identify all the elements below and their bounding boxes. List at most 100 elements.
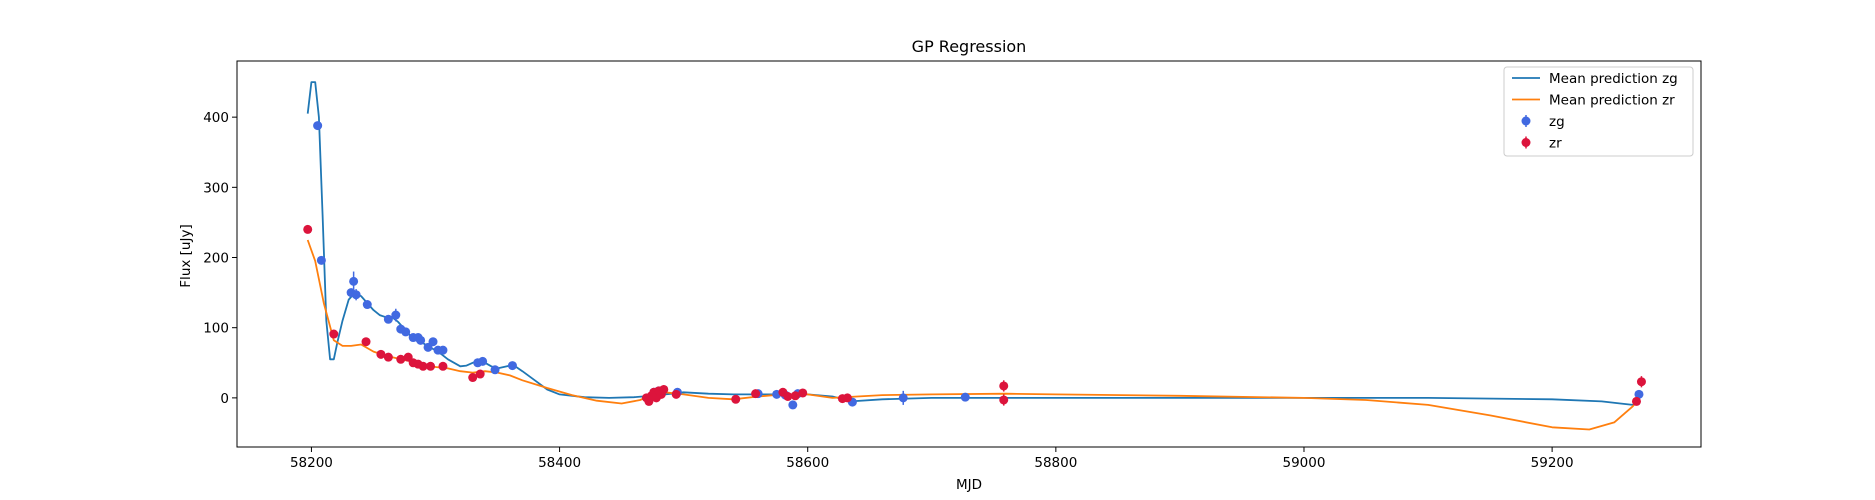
data-point-zg-19 [490,365,500,375]
data-point-zr-30 [842,393,852,403]
legend-label-0: Mean prediction zg [1549,71,1678,87]
marker [999,381,1009,391]
data-point-zg-1 [316,255,326,265]
data-point-zr-2 [361,337,371,347]
marker [468,373,478,383]
marker [416,335,426,345]
data-point-zg-9 [401,327,411,337]
marker [731,394,741,404]
marker [783,391,793,401]
marker [999,395,1009,405]
marker [362,300,372,310]
data-point-zr-0 [303,224,313,234]
legend-box [1503,66,1694,157]
y-tick-label: 0 [220,391,229,407]
marker [391,310,401,320]
plot-frame [236,60,1702,448]
data-point-zr-13 [475,369,485,379]
axes: 58200 58400 58600 58800 59000 59200 0 100 200 300… [203,60,1702,471]
y-tick-label: 400 [203,110,229,126]
marker [376,349,386,359]
marker [438,345,448,355]
marker [428,337,438,347]
data-point-zr-4 [383,352,393,362]
marker [303,224,313,234]
data-point-zg-31 [960,392,970,402]
data-point-zr-3 [376,349,386,359]
marker [751,389,761,399]
x-tick-label: 59200 [1531,455,1574,471]
marker [1634,389,1644,399]
data-point-zr-24 [751,389,761,399]
x-tick-label: 58400 [538,455,581,471]
data-point-zg-14 [428,337,438,347]
data-point-zr-12 [468,373,478,383]
data-point-zr-31 [999,380,1009,392]
x-tick-label: 58200 [290,455,333,471]
data-point-zg-3 [349,271,359,292]
marker [898,393,908,403]
data-point-zr-28 [798,388,808,398]
x-axis-label: MJD [956,477,982,493]
marker [960,392,970,402]
marker [490,365,500,375]
data-point-zg-18 [478,356,488,366]
data-point-zg-7 [391,308,401,322]
marker [383,352,393,362]
data-point-zr-21 [659,384,669,394]
marker [316,255,326,265]
y-tick-label: 300 [203,180,229,196]
legend-label-3: zr [1549,136,1562,152]
marker [475,369,485,379]
marker [659,384,669,394]
marker [401,327,411,337]
data-point-zg-30 [898,390,908,405]
marker [671,389,681,399]
data-point-zg-16 [438,345,448,355]
data-point-zg-32 [1634,389,1644,399]
data-point-zr-26 [783,391,793,401]
marker [1636,377,1646,387]
data-point-zg-4 [351,289,361,301]
marker [361,337,371,347]
data-point-zr-1 [329,329,339,339]
x-tick-label: 59000 [1283,455,1326,471]
marker [329,329,339,339]
data-point-zr-9 [418,361,428,371]
y-axis-label: Flux [uJy] [178,224,194,287]
plot-area [303,81,1646,431]
marker [790,391,800,401]
marker [788,400,798,410]
legend-label-1: Mean prediction zr [1549,93,1675,109]
marker [383,314,393,324]
data-point-zg-0 [313,121,323,131]
data-point-zr-33 [1631,396,1641,406]
marker [1631,396,1641,406]
data-point-zr-5 [396,354,406,364]
data-point-zg-5 [362,300,372,310]
x-tick-label: 58800 [1034,455,1077,471]
marker [313,121,323,131]
data-point-zr-22 [671,389,681,399]
marker [349,276,359,286]
marker [418,361,428,371]
legend-label-2: zg [1549,114,1565,130]
marker [351,290,361,300]
marker [507,361,517,371]
data-point-zr-32 [999,394,1009,406]
marker [438,361,448,371]
legend-marker-3 [1521,138,1531,147]
data-point-zg-20 [507,361,517,371]
data-point-zr-23 [731,394,741,404]
marker [478,356,488,366]
data-point-zg-6 [383,314,393,324]
data-point-zg-27 [788,400,798,410]
data-point-zr-11 [438,361,448,371]
marker [842,393,852,403]
data-point-zr-34 [1636,376,1646,388]
legend-marker-2 [1521,116,1531,126]
y-tick-label: 200 [203,251,229,267]
data-point-zg-12 [416,335,426,345]
marker [396,354,406,364]
